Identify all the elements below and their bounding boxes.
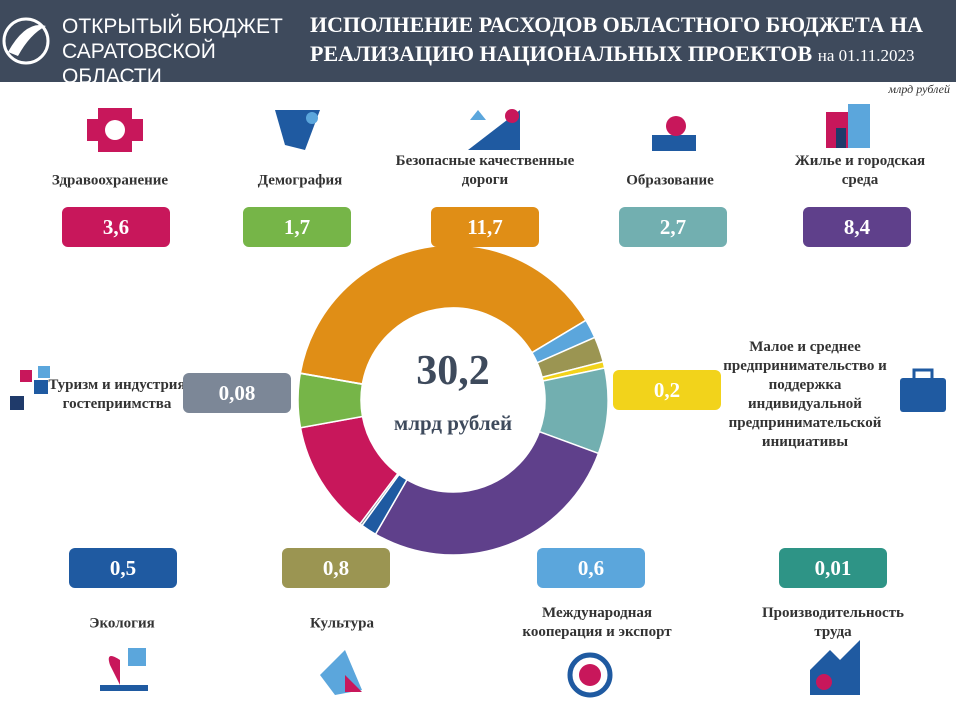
value-box: 8,4	[803, 207, 911, 247]
category-label: Жилье и городская среда	[794, 153, 926, 188]
category-label: Международная кооперация и экспорт	[522, 605, 672, 640]
donut-segment	[374, 430, 600, 556]
category-label: Производительность труда	[762, 605, 904, 640]
org-name: ОТКРЫТЫЙ БЮДЖЕТ САРАТОВСКОЙ ОБЛАСТИ	[62, 15, 283, 88]
category-label: Культура	[310, 615, 374, 632]
value-box: 0,01	[779, 548, 887, 588]
value-box: 2,7	[619, 207, 727, 247]
title-text: ИСПОЛНЕНИЕ РАСХОДОВ ОБЛАСТНОГО БЮДЖЕТА Н…	[310, 12, 923, 66]
value-box: 3,6	[62, 207, 170, 247]
unit: млрд рублей	[888, 82, 950, 96]
header: ОТКРЫТЫЙ БЮДЖЕТ САРАТОВСКОЙ ОБЛАСТИ ИСПО…	[0, 0, 956, 88]
value-box: 0,6	[537, 548, 645, 588]
center-unit: млрд рублей	[394, 411, 512, 435]
category-label: Здравоохранение	[51, 172, 169, 189]
category-label: Образование	[626, 172, 714, 189]
category-label: Демография	[257, 172, 343, 189]
title: ИСПОЛНЕНИЕ РАСХОДОВ ОБЛАСТНОГО БЮДЖЕТА Н…	[310, 10, 950, 70]
icons	[10, 104, 946, 698]
logo	[2, 17, 50, 65]
category-label: Экология	[89, 615, 155, 632]
value-box: 11,7	[431, 207, 539, 247]
value-box: 0,2	[613, 370, 721, 410]
date: на 01.11.2023	[817, 46, 915, 65]
category-label: Туризм и индустрия гостеприимства	[48, 377, 186, 412]
donut-segment	[299, 244, 587, 385]
category-label: Малое и среднее предпринимательство и по…	[723, 339, 887, 450]
value-box: 1,7	[243, 207, 351, 247]
category-label: Безопасные качественные дороги	[395, 153, 575, 188]
value-box: 0,08	[183, 373, 291, 413]
donut-segment	[299, 372, 364, 386]
value-box: 0,8	[282, 548, 390, 588]
total: 30,2	[416, 348, 490, 394]
value-box: 0,5	[69, 548, 177, 588]
